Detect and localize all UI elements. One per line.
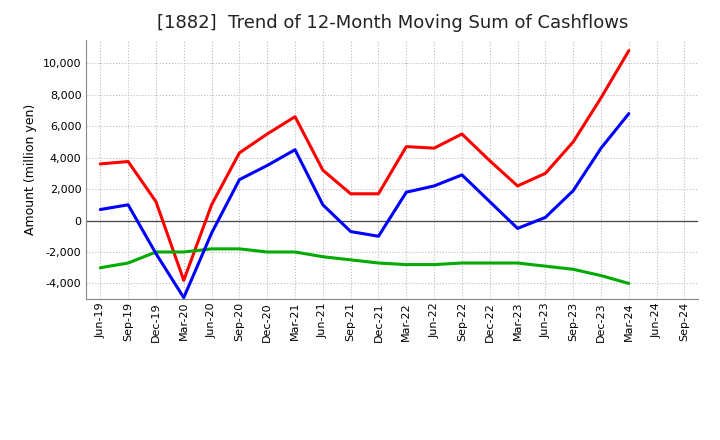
Operating Cashflow <box>430 146 438 151</box>
Investing Cashflow <box>569 267 577 272</box>
Free Cashflow <box>291 147 300 152</box>
Operating Cashflow <box>597 95 606 100</box>
Line: Investing Cashflow: Investing Cashflow <box>100 249 629 283</box>
Investing Cashflow <box>291 249 300 255</box>
Investing Cashflow <box>430 262 438 267</box>
Operating Cashflow <box>235 150 243 155</box>
Investing Cashflow <box>263 249 271 255</box>
Operating Cashflow <box>541 171 550 176</box>
Investing Cashflow <box>402 262 410 267</box>
Free Cashflow <box>263 163 271 168</box>
Operating Cashflow <box>624 48 633 53</box>
Free Cashflow <box>430 183 438 189</box>
Free Cashflow <box>513 226 522 231</box>
Investing Cashflow <box>346 257 355 263</box>
Free Cashflow <box>318 202 327 207</box>
Free Cashflow <box>569 188 577 193</box>
Free Cashflow <box>374 234 383 239</box>
Operating Cashflow <box>402 144 410 149</box>
Investing Cashflow <box>597 273 606 278</box>
Investing Cashflow <box>318 254 327 259</box>
Free Cashflow <box>402 190 410 195</box>
Investing Cashflow <box>235 246 243 252</box>
Operating Cashflow <box>318 168 327 173</box>
Free Cashflow <box>207 231 216 236</box>
Free Cashflow <box>235 177 243 182</box>
Operating Cashflow <box>207 202 216 207</box>
Operating Cashflow <box>152 199 161 204</box>
Line: Operating Cashflow: Operating Cashflow <box>100 51 629 280</box>
Operating Cashflow <box>124 159 132 164</box>
Line: Free Cashflow: Free Cashflow <box>100 114 629 297</box>
Free Cashflow <box>624 111 633 116</box>
Investing Cashflow <box>513 260 522 266</box>
Investing Cashflow <box>179 249 188 255</box>
Investing Cashflow <box>152 249 161 255</box>
Free Cashflow <box>485 199 494 204</box>
Investing Cashflow <box>124 260 132 266</box>
Operating Cashflow <box>96 161 104 166</box>
Free Cashflow <box>179 295 188 300</box>
Investing Cashflow <box>207 246 216 252</box>
Operating Cashflow <box>346 191 355 196</box>
Free Cashflow <box>597 146 606 151</box>
Operating Cashflow <box>513 183 522 189</box>
Y-axis label: Amount (million yen): Amount (million yen) <box>24 104 37 235</box>
Operating Cashflow <box>263 132 271 137</box>
Operating Cashflow <box>485 158 494 163</box>
Investing Cashflow <box>624 281 633 286</box>
Free Cashflow <box>458 172 467 178</box>
Investing Cashflow <box>374 260 383 266</box>
Investing Cashflow <box>541 264 550 269</box>
Investing Cashflow <box>96 265 104 270</box>
Free Cashflow <box>152 251 161 256</box>
Investing Cashflow <box>458 260 467 266</box>
Free Cashflow <box>346 229 355 234</box>
Title: [1882]  Trend of 12-Month Moving Sum of Cashflows: [1882] Trend of 12-Month Moving Sum of C… <box>157 15 628 33</box>
Free Cashflow <box>96 207 104 212</box>
Free Cashflow <box>541 215 550 220</box>
Operating Cashflow <box>569 139 577 144</box>
Operating Cashflow <box>291 114 300 119</box>
Free Cashflow <box>124 202 132 207</box>
Operating Cashflow <box>374 191 383 196</box>
Operating Cashflow <box>179 278 188 283</box>
Operating Cashflow <box>458 132 467 137</box>
Investing Cashflow <box>485 260 494 266</box>
